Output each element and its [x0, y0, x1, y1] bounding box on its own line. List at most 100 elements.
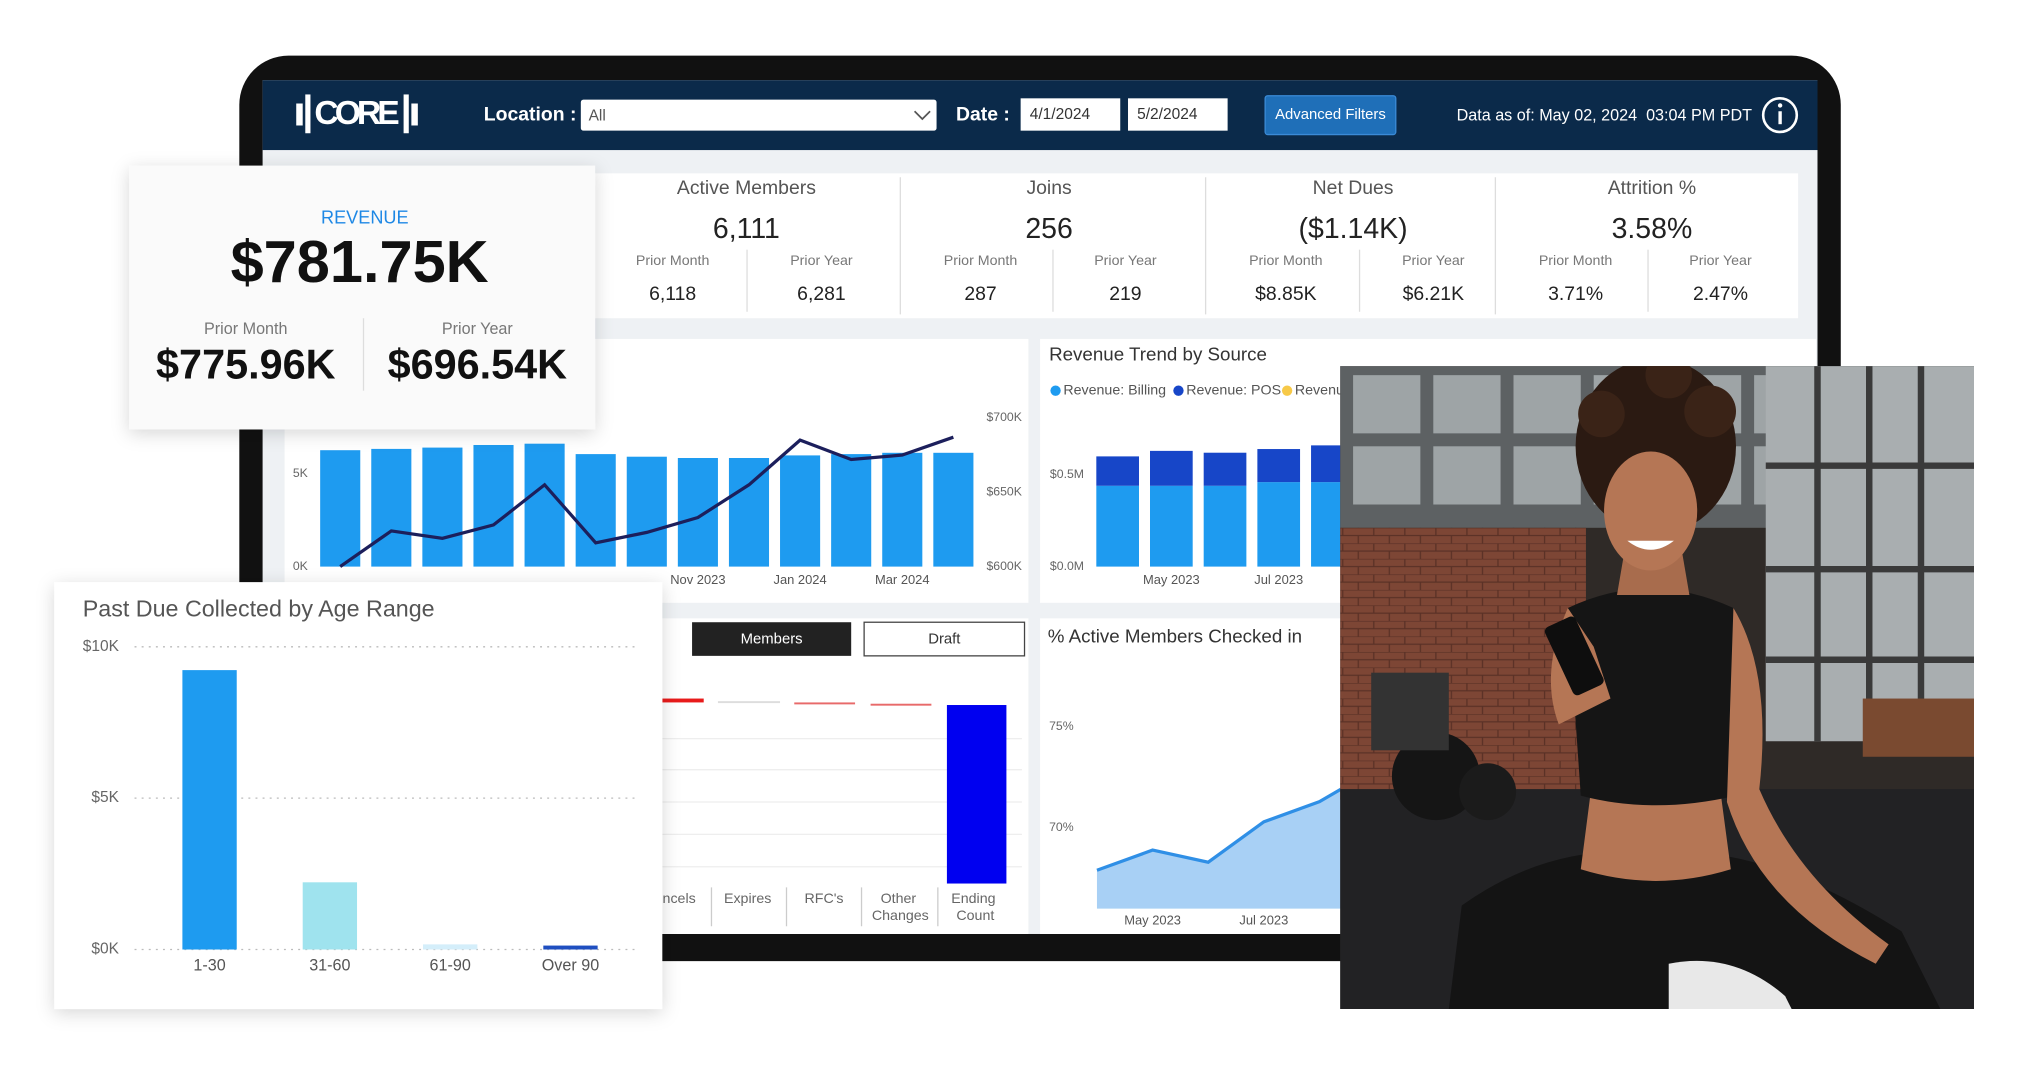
info-icon-part[interactable] [1777, 103, 1783, 108]
y-tick-label: $700K [986, 410, 1022, 424]
kpi-prior-year: 219 [1109, 283, 1141, 305]
past-due-card-part [54, 582, 663, 1010]
x-tick-label: 61-90 [430, 957, 471, 975]
kpi-title: Attrition % [1608, 177, 1696, 199]
date-label: Date : [956, 103, 1010, 125]
header-bar-part [305, 94, 311, 134]
date-start[interactable]: 4/1/2024 [1030, 106, 1091, 123]
date-end-input[interactable] [1128, 98, 1228, 131]
prior-year-value: $696.54K [388, 341, 568, 387]
kpi-title: Joins [1026, 177, 1071, 199]
legend-label: Revenue: Billing [1063, 382, 1166, 398]
x-tick-label: 1-30 [193, 957, 225, 975]
kpi-prior-month: 287 [964, 283, 996, 305]
x-tick-label: Over 90 [542, 957, 599, 975]
x-tick-label-part: Other [881, 891, 921, 907]
window-pane [1513, 375, 1581, 434]
location-dropdown-part[interactable] [913, 110, 931, 121]
bar-segment [1150, 485, 1193, 567]
window-pane [1433, 375, 1501, 434]
y-tick-label: $0.5M [1050, 467, 1084, 481]
photo-part [1645, 366, 1693, 399]
waterfall-shapes-part [662, 698, 704, 703]
photo-part [1668, 960, 1792, 1010]
kpi-title: Net Dues [1313, 177, 1394, 199]
y-tick-label: 5K [293, 466, 309, 480]
x-tick-label: Nov 2023 [670, 572, 725, 587]
bar [882, 452, 923, 567]
legend-marker [1281, 385, 1293, 396]
members-button[interactable] [692, 622, 852, 656]
window-pane [1353, 446, 1421, 505]
photo-part [1544, 616, 1604, 696]
y-tick-label: 70% [1049, 820, 1074, 834]
legend-marker [1050, 385, 1061, 396]
bar [524, 443, 565, 567]
filter-button[interactable] [1264, 95, 1397, 136]
filter-button-label[interactable]: Advanced Filters [1275, 107, 1386, 123]
legend-marker [1173, 385, 1184, 396]
draft-button[interactable] [863, 621, 1026, 657]
waterfall-shapes-part [710, 887, 939, 927]
info-icon[interactable] [1761, 97, 1799, 134]
photo-part [1604, 451, 1698, 571]
x-tick-label: May 2023 [1143, 572, 1200, 587]
info-icon-part[interactable] [1761, 97, 1799, 134]
location-dropdown[interactable]: All [580, 99, 937, 131]
window-pane [1433, 446, 1501, 505]
location-label: Location : [484, 103, 577, 125]
bar [182, 670, 237, 950]
location-dropdown-part[interactable] [580, 99, 937, 131]
waterfall-shapes-part [717, 701, 781, 704]
x-tick-label: ncels [663, 891, 696, 907]
chart-title: Revenue Trend by Source [1049, 344, 1267, 365]
bar [422, 447, 463, 567]
info-icon-part[interactable] [1778, 111, 1782, 125]
kpi-prior-year-label: Prior Year [1689, 253, 1752, 269]
photo-part [1371, 672, 1449, 751]
bar [543, 945, 598, 950]
y-tick-label: 75% [1049, 719, 1074, 733]
revenue-title: REVENUE [321, 207, 409, 227]
kpi-prior-year: 6,281 [797, 283, 846, 305]
x-tick-label: Jul 2023 [1254, 572, 1303, 587]
waterfall-shapes-part [662, 738, 1022, 868]
y-tick-label: $600K [986, 559, 1022, 573]
location-value[interactable]: All [589, 108, 606, 125]
date-end[interactable]: 5/2/2024 [1137, 106, 1198, 123]
y-tick-label: $0.0M [1050, 559, 1084, 573]
draft-button-label[interactable]: Draft [928, 632, 961, 648]
prior-year-label: Prior Year [442, 320, 514, 338]
revenue-card: REVENUE $781.75K Prior Month Prior Year … [129, 165, 596, 430]
kpi-prior-year-label: Prior Year [1094, 253, 1157, 269]
bar-segment [1203, 452, 1247, 486]
bar-segment [1203, 485, 1247, 567]
photo-part [1578, 390, 1625, 438]
x-tick-label: Ending Count [951, 891, 999, 924]
waterfall-shapes-part [946, 705, 1007, 884]
photo-part [1567, 588, 1736, 806]
x-tick-label: May 2023 [1124, 912, 1181, 927]
date-start-input[interactable] [1020, 98, 1121, 131]
bar-segment [1257, 482, 1301, 567]
prior-month-value: $775.96K [156, 341, 336, 387]
x-tick-label-part: Count [956, 908, 994, 924]
y-tick-label: 0K [293, 559, 309, 573]
kpi-prior-month-label: Prior Month [636, 253, 710, 269]
bar [677, 458, 718, 567]
header-bar: CORE Location : All Date : 4/1/2024 5/2/… [262, 80, 1818, 151]
photo [1340, 366, 1975, 1010]
bar [302, 882, 358, 950]
legend-label: Revenu [1295, 382, 1344, 398]
waterfall-shapes [662, 698, 1022, 927]
revenue-value: $781.75K [231, 228, 489, 295]
members-button-label[interactable]: Members [741, 632, 803, 648]
x-tick-label: Jul 2023 [1239, 912, 1288, 927]
photo-part [1765, 366, 1975, 742]
kpi-prior-month-label: Prior Month [1249, 253, 1323, 269]
y-tick-label: $5K [91, 789, 119, 806]
waterfall-shapes-part [794, 702, 856, 705]
x-tick-label-part: Changes [872, 908, 929, 924]
